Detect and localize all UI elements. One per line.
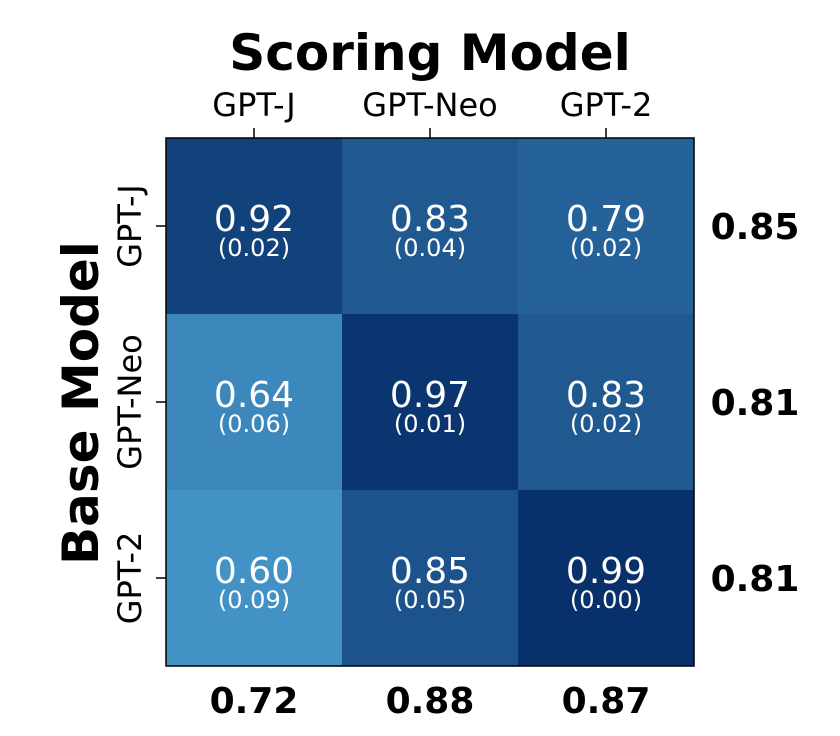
cell-std-label: (0.02) <box>218 234 290 262</box>
x-tick-label: GPT-Neo <box>362 86 497 124</box>
heatmap-cells: 0.92(0.02)0.83(0.04)0.79(0.02)0.64(0.06)… <box>166 138 694 666</box>
cell-value-label: 0.83 <box>390 199 470 240</box>
axis-ticks: GPT-J GPT-Neo GPT-2 GPT-J GPT-Neo GPT-2 <box>111 86 652 624</box>
y-tick-label: GPT-J <box>111 184 149 267</box>
heatmap-cell <box>342 314 518 490</box>
row-mean-label: 0.81 <box>711 559 800 600</box>
cell-value-label: 0.99 <box>566 551 646 592</box>
cell-value-label: 0.64 <box>214 375 294 416</box>
cell-std-label: (0.00) <box>570 586 642 614</box>
cell-value-label: 0.79 <box>566 199 646 240</box>
cell-std-label: (0.01) <box>394 410 466 438</box>
col-mean-label: 0.88 <box>386 681 475 722</box>
marginal-means: 0.85 0.81 0.81 0.72 0.88 0.87 <box>210 207 800 722</box>
cell-std-label: (0.05) <box>394 586 466 614</box>
cell-std-label: (0.09) <box>218 586 290 614</box>
y-tick-label: GPT-Neo <box>111 334 149 469</box>
x-tick-label: GPT-J <box>212 86 295 124</box>
col-mean-label: 0.87 <box>562 681 651 722</box>
cell-std-label: (0.04) <box>394 234 466 262</box>
row-mean-label: 0.85 <box>711 207 800 248</box>
heatmap-cell <box>166 490 342 666</box>
heatmap-cell <box>518 138 694 314</box>
heatmap-cell <box>342 138 518 314</box>
cell-std-label: (0.02) <box>570 410 642 438</box>
x-tick-label: GPT-2 <box>560 86 653 124</box>
cell-value-label: 0.85 <box>390 551 470 592</box>
cell-value-label: 0.92 <box>214 199 294 240</box>
y-tick-label: GPT-2 <box>111 532 149 625</box>
heatmap-cell <box>166 314 342 490</box>
cell-value-label: 0.83 <box>566 375 646 416</box>
heatmap-cell <box>166 138 342 314</box>
col-mean-label: 0.72 <box>210 681 299 722</box>
plot-frame <box>165 137 695 667</box>
heatmap-cell <box>518 314 694 490</box>
row-mean-label: 0.81 <box>711 383 800 424</box>
y-axis-title: Base Model <box>52 241 110 565</box>
x-axis-title: Scoring Model <box>229 24 631 82</box>
cell-std-label: (0.06) <box>218 410 290 438</box>
heatmap-cell <box>518 490 694 666</box>
cell-std-label: (0.02) <box>570 234 642 262</box>
heatmap-cell <box>342 490 518 666</box>
cell-value-label: 0.97 <box>390 375 470 416</box>
cell-value-label: 0.60 <box>214 551 294 592</box>
